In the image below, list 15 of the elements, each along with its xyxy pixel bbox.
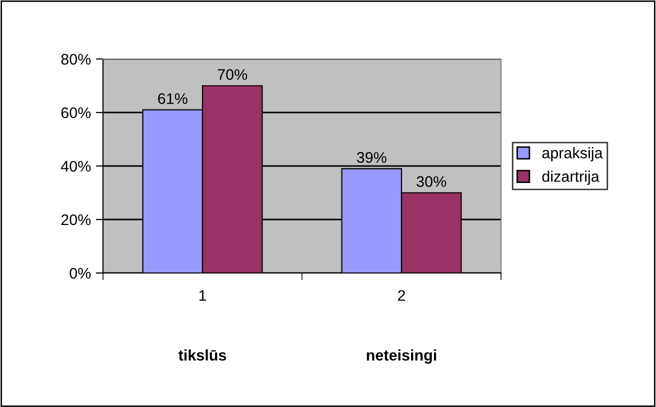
y-tick-label: 80% bbox=[61, 54, 91, 65]
data-label: 30% bbox=[416, 176, 446, 187]
x-tick-label: 1 bbox=[199, 290, 206, 301]
data-label: 61% bbox=[158, 93, 188, 104]
legend-label: dizartrija bbox=[542, 170, 600, 185]
y-tick-label: 20% bbox=[61, 214, 91, 226]
y-tick-label: 0% bbox=[70, 268, 91, 279]
y-tick-label: 60% bbox=[61, 107, 91, 118]
text: tikslūs bbox=[178, 349, 226, 361]
data-label: 70% bbox=[218, 69, 248, 80]
x-tick-label: 2 bbox=[398, 290, 405, 301]
text: neteisingi bbox=[366, 349, 436, 364]
y-tick-label: 40% bbox=[60, 160, 91, 172]
legend-label: apraksija bbox=[542, 147, 603, 162]
data-label: 39% bbox=[356, 152, 386, 163]
